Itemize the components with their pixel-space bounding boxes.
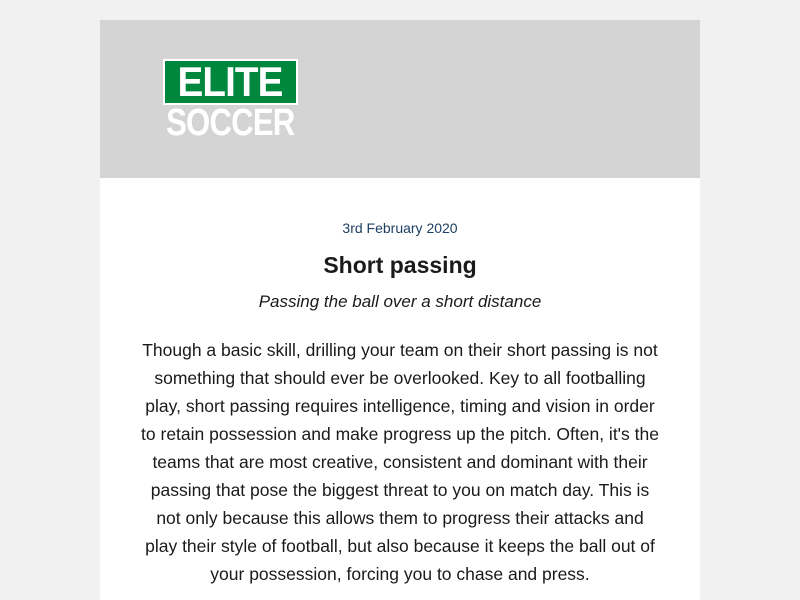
article-date: 3rd February 2020 <box>342 220 458 236</box>
article-body: Though a basic skill, drilling your team… <box>141 340 659 584</box>
email-container: ELITE SOCCER 3rd February 2020 Short pas… <box>100 20 700 600</box>
article-subtitle: Passing the ball over a short distance <box>258 292 542 311</box>
email-header: ELITE SOCCER <box>100 20 700 178</box>
article-content: 3rd February 2020 Short passing Passing … <box>100 220 700 588</box>
logo-top-box: ELITE <box>163 59 298 105</box>
article-title: Short passing <box>323 252 477 278</box>
logo-top-text: ELITE <box>178 58 284 105</box>
elite-soccer-logo[interactable]: ELITE SOCCER <box>163 59 298 144</box>
logo-bottom-box: SOCCER <box>163 102 298 144</box>
logo-bottom-text: SOCCER <box>166 102 295 144</box>
